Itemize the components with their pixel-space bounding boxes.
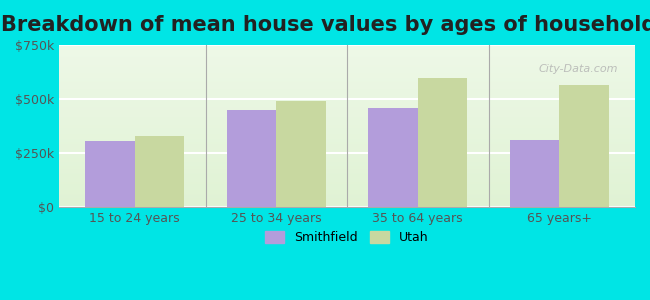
Text: City-Data.com: City-Data.com [538, 64, 617, 74]
Title: Breakdown of mean house values by ages of householders: Breakdown of mean house values by ages o… [1, 15, 650, 35]
Bar [227, 110, 276, 207]
Bar [418, 78, 467, 207]
Bar [276, 101, 326, 207]
Bar [369, 108, 418, 207]
Legend: Smithfield, Utah: Smithfield, Utah [261, 226, 434, 249]
Bar [135, 136, 185, 207]
Bar [510, 140, 559, 207]
Bar [559, 85, 609, 207]
Bar [85, 141, 135, 207]
